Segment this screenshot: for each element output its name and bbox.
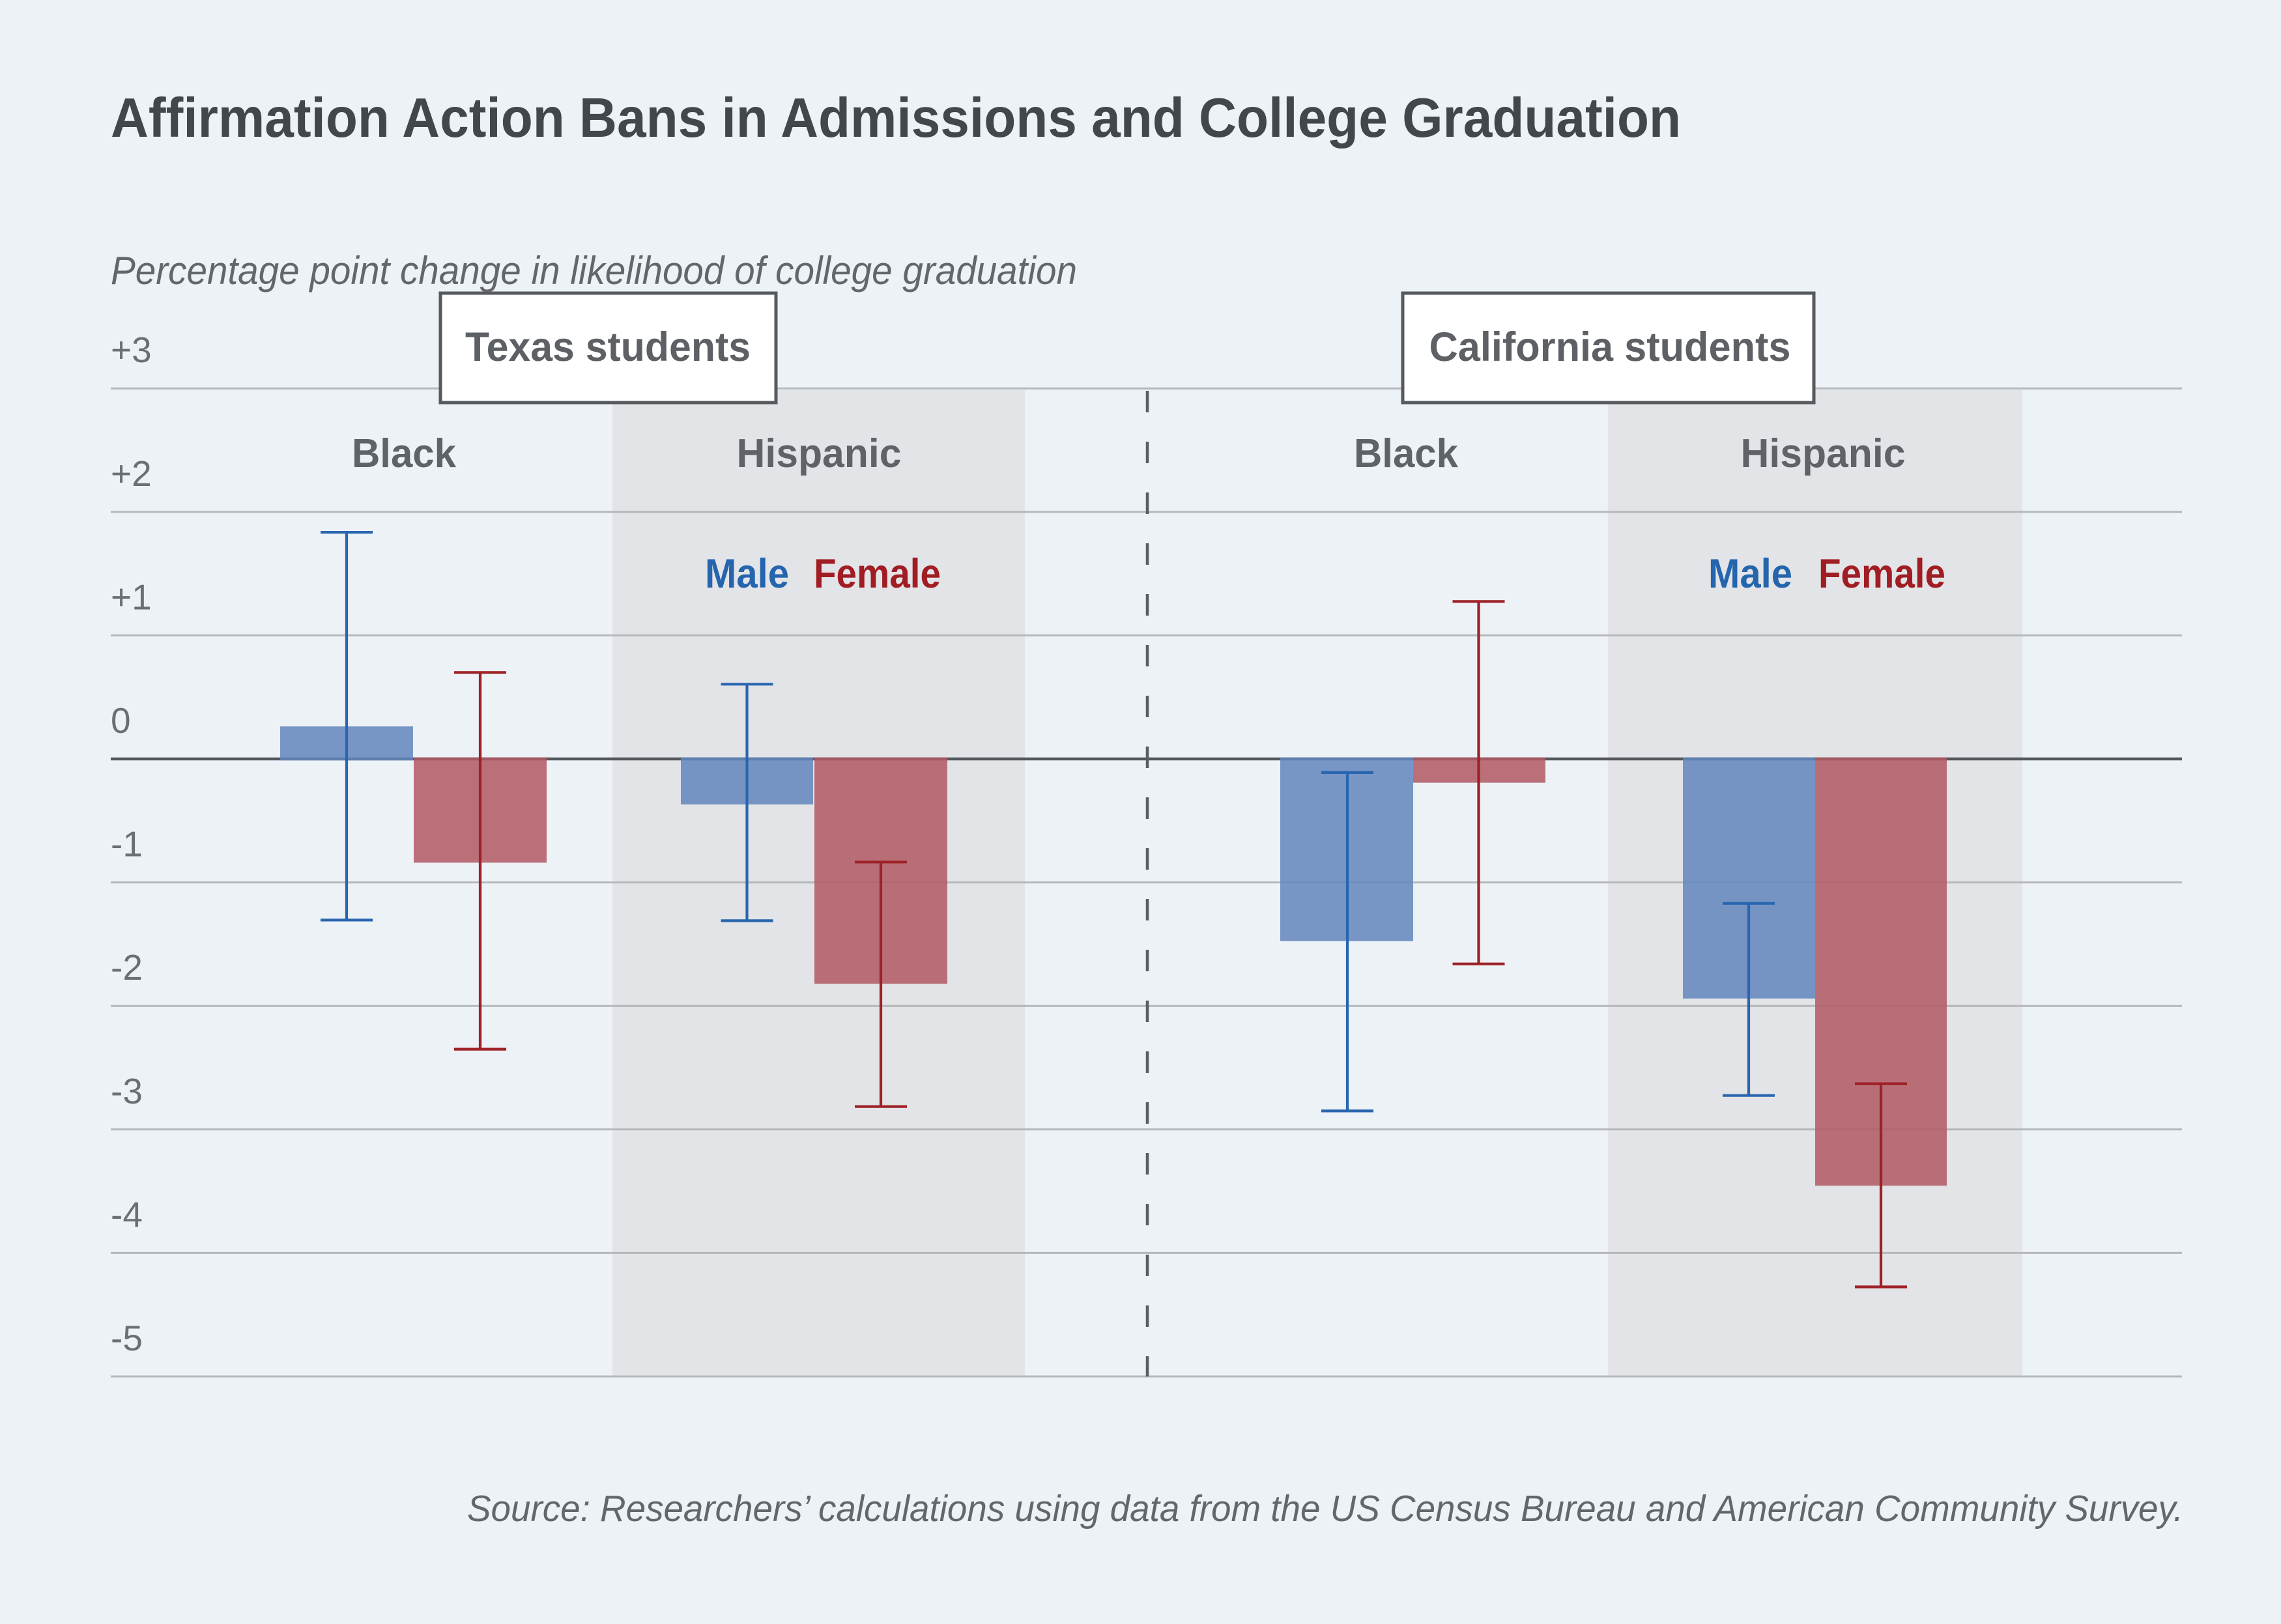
svg-text:Hispanic: Hispanic — [737, 431, 902, 476]
svg-text:Male: Male — [705, 551, 789, 597]
svg-text:Texas students: Texas students — [465, 324, 751, 370]
svg-text:+2: +2 — [111, 453, 152, 494]
svg-text:-4: -4 — [111, 1194, 143, 1234]
svg-text:-5: -5 — [111, 1318, 143, 1358]
svg-text:0: 0 — [111, 700, 131, 741]
svg-text:Source: Researchers’ calculati: Source: Researchers’ calculations using … — [467, 1488, 2183, 1530]
svg-text:Black: Black — [1354, 431, 1458, 476]
svg-text:-1: -1 — [111, 824, 143, 864]
svg-text:Male: Male — [1708, 551, 1792, 597]
svg-text:+1: +1 — [111, 577, 152, 617]
svg-text:Female: Female — [1818, 551, 1945, 597]
svg-text:Female: Female — [814, 551, 941, 597]
svg-text:Hispanic: Hispanic — [1741, 431, 1906, 476]
svg-text:Black: Black — [352, 431, 456, 476]
svg-text:+3: +3 — [111, 330, 152, 370]
svg-text:Percentage point change in lik: Percentage point change in likelihood of… — [111, 249, 1077, 292]
svg-text:-3: -3 — [111, 1071, 143, 1111]
svg-text:-2: -2 — [111, 947, 143, 988]
svg-text:Affirmation Action Bans in Adm: Affirmation Action Bans in Admissions an… — [111, 87, 1681, 149]
svg-text:California students: California students — [1429, 324, 1791, 370]
